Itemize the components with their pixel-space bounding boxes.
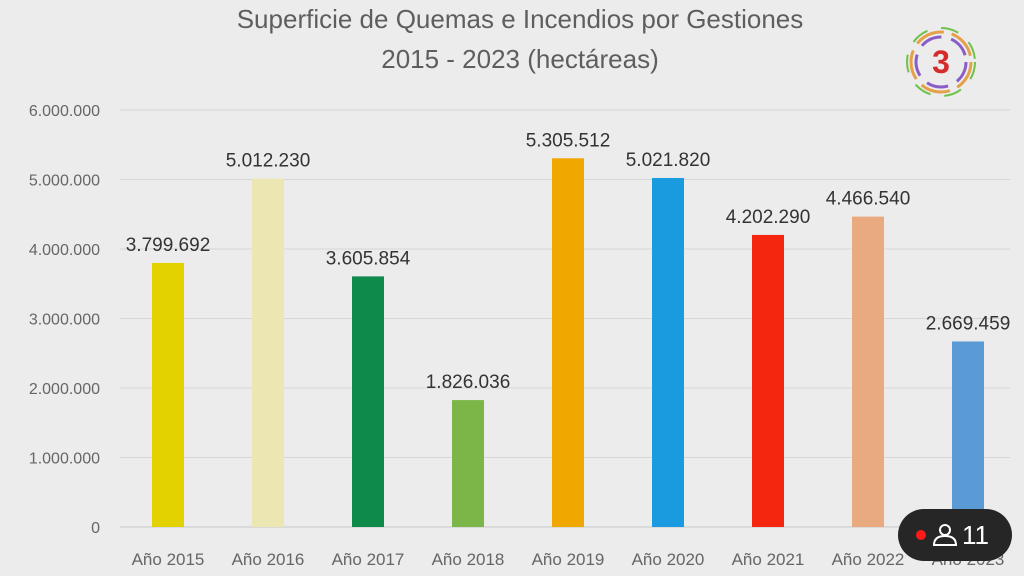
- chart-subtitle: 2015 - 2023 (hectáreas): [381, 44, 659, 74]
- x-tick-label: Año 2017: [332, 550, 405, 569]
- y-tick-label: 5.000.000: [29, 173, 100, 190]
- viewer-count-badge: 11: [898, 509, 1012, 561]
- data-label: 1.826.036: [426, 372, 511, 393]
- data-label: 3.605.854: [326, 248, 411, 269]
- bar: [152, 262, 184, 527]
- x-tick-label: Año 2021: [732, 550, 805, 569]
- x-tick-label: Año 2015: [132, 550, 205, 569]
- bar: [752, 234, 784, 527]
- bar: [852, 216, 884, 527]
- bar: [452, 400, 484, 527]
- person-icon: [932, 524, 958, 546]
- data-label: 2.669.459: [926, 313, 1011, 334]
- bar: [352, 276, 384, 527]
- data-label: 5.012.230: [226, 151, 311, 172]
- x-tick-label: Año 2022: [832, 550, 905, 569]
- data-label: 4.202.290: [726, 207, 811, 228]
- bar: [952, 341, 984, 527]
- chart-title: Superficie de Quemas e Incendios por Ges…: [236, 4, 804, 34]
- live-dot-icon: [916, 530, 926, 540]
- y-tick-label: 3.000.000: [29, 312, 100, 329]
- svg-text:3: 3: [932, 44, 950, 80]
- y-tick-label: 0: [91, 520, 100, 537]
- y-tick-label: 6.000.000: [29, 103, 100, 120]
- x-tick-label: Año 2018: [432, 550, 505, 569]
- data-label: 5.021.820: [626, 150, 711, 171]
- y-tick-label: 1.000.000: [29, 451, 100, 468]
- bar: [652, 177, 684, 527]
- channel-logo: 3: [906, 27, 976, 97]
- y-tick-label: 2.000.000: [29, 381, 100, 398]
- y-tick-label: 4.000.000: [29, 242, 100, 259]
- x-tick-label: Año 2016: [232, 550, 305, 569]
- data-label: 4.466.540: [826, 189, 911, 210]
- x-tick-label: Año 2019: [532, 550, 605, 569]
- x-tick-label: Año 2020: [632, 550, 705, 569]
- bar: [552, 158, 584, 528]
- data-label: 5.305.512: [526, 130, 611, 151]
- data-label: 3.799.692: [126, 235, 211, 256]
- bar: [252, 178, 284, 527]
- viewer-count: 11: [962, 519, 989, 550]
